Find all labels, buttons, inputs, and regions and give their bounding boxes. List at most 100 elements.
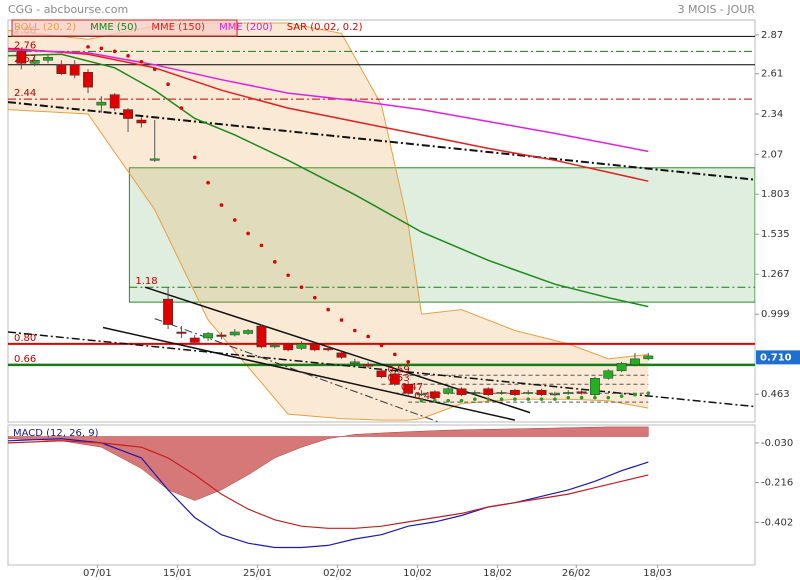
candle-body	[243, 330, 254, 334]
macd-line	[8, 438, 649, 549]
legend-entry: MME (200)	[219, 22, 273, 33]
x-tick-label: 26/02	[562, 568, 591, 579]
level-label: 0.66	[14, 354, 36, 365]
sar-dot	[139, 59, 144, 64]
candle-body	[136, 119, 147, 124]
macd-title: MACD (12, 26, 9)	[13, 428, 99, 439]
candle-body	[630, 358, 640, 366]
level-label: 0.80	[14, 333, 36, 344]
candle-body	[576, 391, 587, 394]
candle-body	[616, 363, 627, 372]
y-tick-label: 2.61	[761, 69, 783, 80]
legend-entry: MME (50)	[90, 22, 137, 33]
candle-body	[443, 388, 454, 394]
sar-dot	[393, 352, 397, 357]
sar-dot	[112, 49, 117, 54]
sar-dot	[486, 397, 491, 401]
x-tick-label: 18/03	[643, 568, 672, 579]
candle-body	[189, 337, 200, 343]
x-tick-label: 02/02	[323, 568, 352, 579]
sar-dot	[473, 397, 477, 401]
y-tick-label: -0.216	[761, 478, 793, 489]
legend: BOLL (20, 2) MME (50) MME (150) MME (200) SA…	[14, 22, 363, 33]
candle-body	[269, 345, 280, 348]
candle-body	[603, 370, 614, 379]
sar-dot	[593, 395, 597, 400]
candle-body	[109, 94, 120, 109]
x-tick-label: 18/02	[483, 568, 512, 579]
candle-body	[403, 383, 414, 394]
candle-body	[536, 389, 547, 395]
candle-body	[216, 334, 227, 337]
level-label: 1.18	[135, 276, 157, 287]
candle-body	[309, 343, 320, 351]
trendline	[154, 318, 438, 422]
candle-body	[149, 158, 160, 161]
y-tick-label: 2.07	[761, 149, 783, 160]
level-label: 0.53	[388, 373, 410, 384]
candle-body	[643, 355, 654, 360]
histogram	[8, 426, 649, 501]
period: 3 MOIS - JOUR	[678, 3, 756, 16]
last-price-box	[756, 350, 800, 365]
candle-body	[96, 101, 107, 106]
sar-dot	[99, 46, 104, 51]
trendline	[8, 331, 755, 408]
candle-body	[469, 392, 480, 394]
legend-entry: MME (150)	[151, 22, 205, 33]
candle-body	[83, 71, 93, 88]
macd-line	[8, 440, 649, 529]
candle-body	[336, 352, 347, 358]
candle-body	[456, 388, 467, 395]
candle-body	[176, 331, 187, 334]
sar-dot	[406, 360, 410, 364]
level-label: 0.59	[388, 364, 410, 375]
band-fill	[8, 23, 649, 421]
ma-line	[8, 53, 649, 308]
candle-body	[229, 331, 240, 336]
candle-body	[56, 64, 67, 74]
sar-dot	[299, 285, 304, 290]
y-tick-label: 1.267	[761, 269, 790, 280]
y-tick-label: 1.803	[761, 189, 790, 200]
candle-body	[563, 392, 574, 394]
candle-body	[416, 393, 427, 396]
candle-body	[523, 392, 534, 394]
candle-body	[43, 57, 53, 61]
legend-entry: SAR (0.02, 0.2)	[287, 22, 363, 33]
sar-dot	[339, 318, 344, 322]
sar-dot	[313, 295, 317, 300]
sar-dot	[633, 392, 637, 397]
y-tick-label: -0.030	[761, 438, 793, 449]
y-tick-label: -0.402	[761, 517, 793, 528]
axes: 2.87 2.61 2.34 2.07 1.803 1.535 1.267 0.999 0.46…	[14, 25, 800, 579]
candle-body	[509, 389, 520, 395]
sar-dot	[152, 67, 157, 72]
level-label: 0.47	[401, 382, 423, 393]
candle-body	[363, 364, 374, 367]
x-tick-label: 07/01	[83, 568, 112, 579]
candle-body	[16, 51, 27, 64]
price-panel	[7, 19, 756, 423]
sar-dot	[179, 106, 184, 110]
candle-body	[429, 391, 440, 398]
sar-dot	[206, 180, 210, 185]
candle-body	[283, 343, 294, 351]
sar-dot	[259, 243, 264, 248]
price-plot	[8, 22, 755, 422]
band-lower	[8, 109, 649, 421]
candle-body	[389, 373, 400, 385]
y-tick-label: 2.34	[761, 109, 783, 120]
sar-dot	[459, 398, 464, 403]
level-label: 2.44	[14, 88, 36, 99]
y-tick-label: 1.535	[761, 229, 790, 240]
candle-body	[296, 343, 307, 349]
y-tick-label: 2.87	[761, 30, 783, 41]
sar-dot	[353, 328, 357, 333]
sar-dot	[419, 398, 424, 403]
sar-dot	[86, 45, 90, 49]
x-tick-label: 15/01	[163, 568, 192, 579]
sar-dot	[526, 397, 531, 401]
candle-body	[163, 298, 173, 325]
